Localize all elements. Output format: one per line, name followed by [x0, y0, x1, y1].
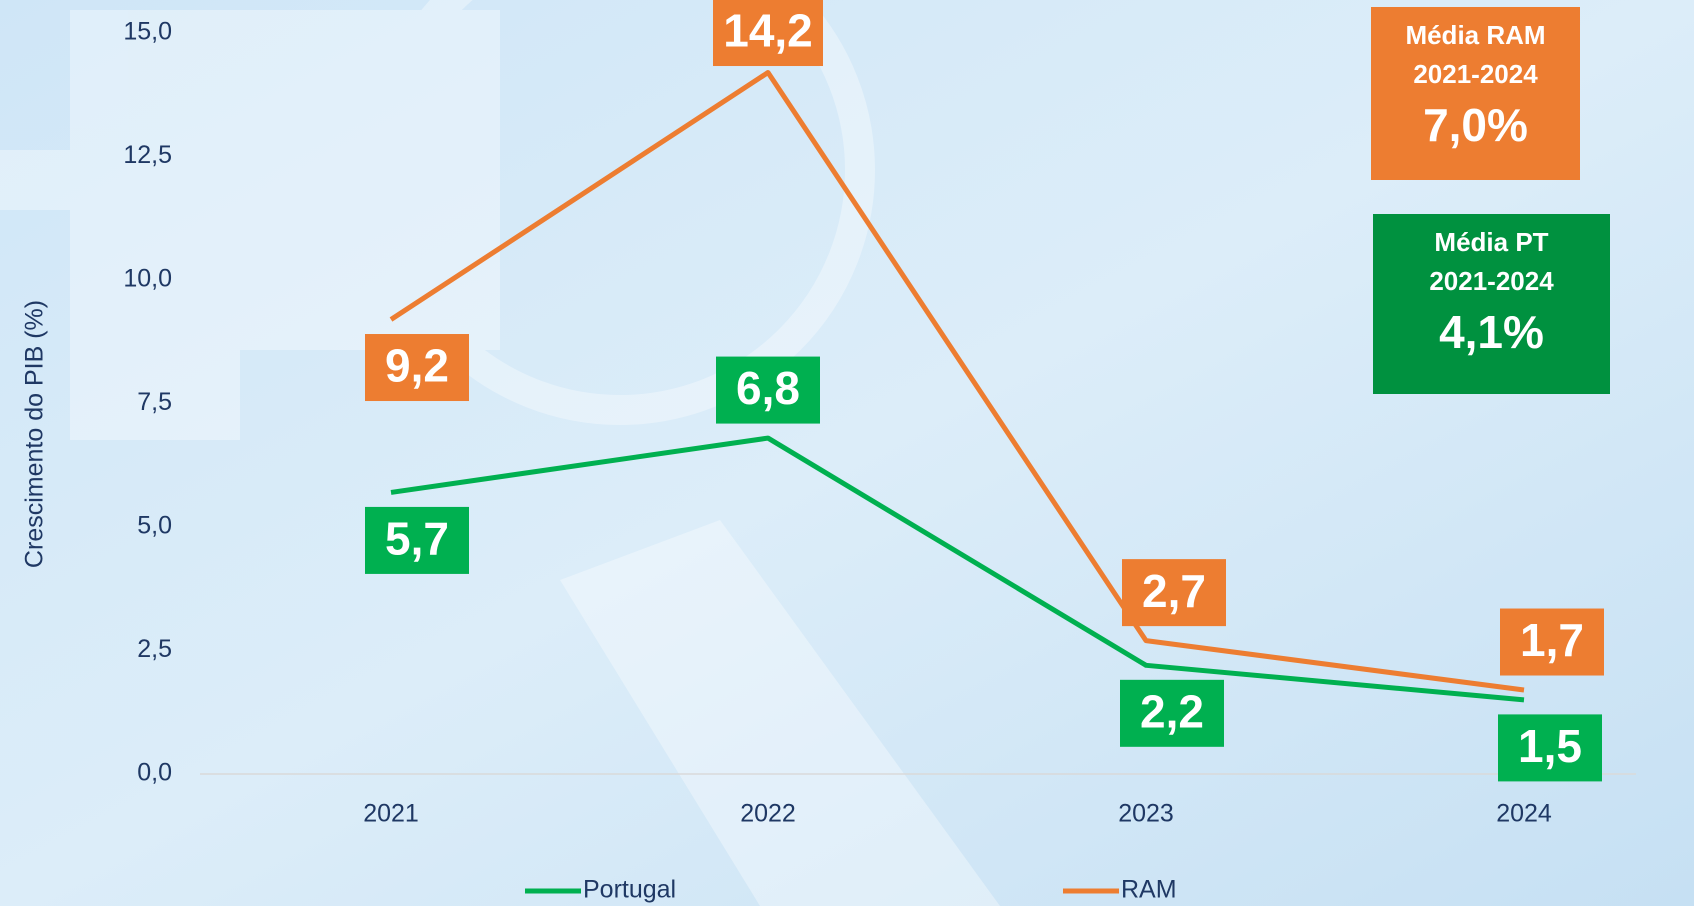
annotation-text: 7,0%: [1423, 99, 1528, 151]
series-line: [390, 435, 1525, 703]
y-tick-label: 5,0: [137, 512, 172, 540]
data-label: 14,2: [723, 5, 813, 57]
y-tick-label: 2,5: [137, 635, 172, 663]
data-label-box: [365, 506, 469, 574]
annotation-box: [1373, 214, 1610, 394]
data-label-box: [1120, 679, 1224, 747]
data-label-box: [365, 334, 469, 402]
y-tick-label: 7,5: [137, 388, 172, 416]
data-label: 2,2: [1140, 685, 1204, 737]
annotation-text: Média RAM: [1405, 20, 1545, 50]
watermark: [0, 0, 1000, 906]
annotation-text: 2021-2024: [1413, 59, 1538, 89]
x-tick-label: 2022: [740, 800, 796, 828]
x-tick-label: 2024: [1496, 800, 1552, 828]
data-label: 6,8: [736, 362, 800, 414]
data-label: 5,7: [385, 513, 449, 565]
legend-label: RAM: [1121, 876, 1177, 904]
annotation-text: 4,1%: [1439, 306, 1544, 358]
x-tick-label: 2021: [363, 800, 419, 828]
y-axis-label: Crescimento do PIB (%): [21, 300, 49, 568]
y-tick-label: 0,0: [137, 759, 172, 787]
annotation-text: Média PT: [1434, 227, 1548, 257]
data-label: 1,7: [1520, 614, 1584, 666]
legend-label: Portugal: [583, 876, 676, 904]
data-label: 2,7: [1142, 565, 1206, 617]
annotation-box: [1371, 7, 1580, 180]
y-tick-label: 10,0: [123, 265, 172, 293]
data-label-box: [1498, 714, 1602, 782]
data-label: 9,2: [385, 340, 449, 392]
data-label-box: [1500, 608, 1604, 676]
data-label-box: [716, 356, 820, 424]
data-label: 1,5: [1518, 720, 1582, 772]
annotation-text: 2021-2024: [1429, 266, 1554, 296]
series-line: [389, 70, 1525, 693]
x-tick-label: 2023: [1118, 800, 1174, 828]
y-tick-label: 12,5: [123, 141, 172, 169]
y-tick-label: 15,0: [123, 18, 172, 46]
data-label-box: [713, 0, 823, 67]
data-label-box: [1122, 559, 1226, 627]
